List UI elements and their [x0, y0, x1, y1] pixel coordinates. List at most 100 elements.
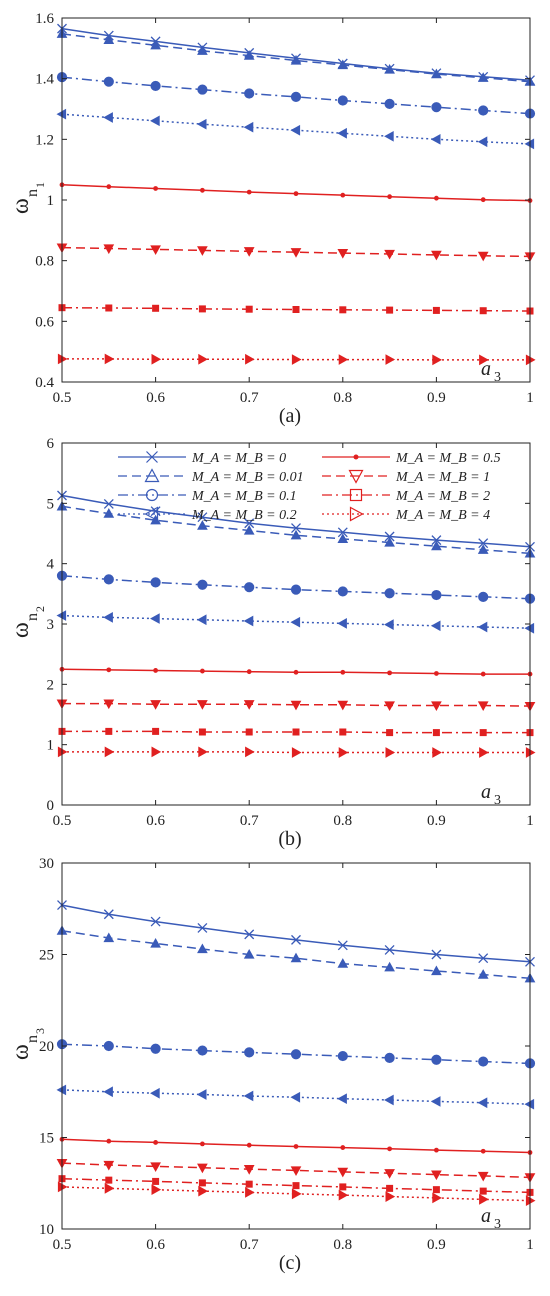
data-point [432, 1186, 440, 1194]
legend-item-3: M_A = M_B = 0.1 [118, 488, 297, 504]
data-point [290, 248, 302, 258]
data-point [197, 520, 208, 530]
data-point [103, 498, 114, 509]
series-1-1 [57, 23, 535, 86]
legend-item-1: M_A = M_B = 0 [118, 451, 286, 466]
data-point [153, 668, 159, 673]
data-point [246, 669, 252, 675]
data-point [106, 667, 112, 673]
series-line [61, 246, 531, 258]
data-point [150, 937, 161, 948]
panel-caption: (a) [279, 405, 301, 427]
data-point [196, 1089, 207, 1100]
data-point [290, 54, 302, 65]
x-axis-label-subscript: 3 [494, 370, 501, 385]
series-line [61, 1186, 531, 1202]
data-point [386, 729, 394, 737]
data-point [197, 512, 208, 523]
data-point [432, 747, 442, 758]
data-point [290, 1166, 302, 1176]
data-point [384, 961, 395, 972]
data-point [477, 1097, 488, 1109]
data-point [197, 246, 208, 256]
series-line [62, 751, 530, 754]
y-axis-label-symbol: ω [8, 198, 34, 214]
series-2-3 [56, 570, 536, 604]
data-point [198, 305, 206, 313]
data-point [197, 579, 208, 590]
data-point [431, 589, 442, 601]
y-tick-label: 4 [47, 557, 55, 573]
series-line [61, 1089, 531, 1105]
y-tick-label: 20 [39, 1039, 54, 1055]
data-point [197, 1163, 208, 1174]
panel-1: 0.5 0.6 0.7 0.8 0.9 10.40.60.811.21.41.6a 3ωn1… [8, 11, 536, 427]
data-point [150, 577, 161, 588]
data-point [479, 747, 489, 758]
data-point [478, 538, 489, 549]
series-2-4 [56, 610, 535, 634]
data-point [384, 1052, 395, 1063]
data-point [198, 353, 208, 365]
data-point [245, 746, 255, 758]
data-point [292, 728, 300, 736]
data-point [103, 1160, 115, 1171]
data-point [387, 670, 392, 676]
legend-swatch-marker [144, 506, 159, 522]
data-point [243, 50, 255, 60]
data-point [243, 524, 255, 535]
data-point [384, 98, 395, 109]
data-point [290, 700, 302, 711]
y-tick-label: 0.8 [35, 254, 54, 270]
data-point [477, 72, 489, 82]
data-point [290, 91, 302, 102]
series-3-5 [59, 1136, 533, 1155]
y-axis-label-subscript: n [24, 613, 41, 621]
data-point [385, 1191, 396, 1202]
y-tick-label: 0 [47, 798, 55, 814]
data-point [431, 1170, 442, 1181]
y-tick-label: 15 [39, 1131, 54, 1147]
x-tick-label: 0.8 [333, 390, 352, 406]
data-point [477, 621, 488, 633]
data-point [152, 727, 160, 735]
data-point [105, 1176, 113, 1184]
data-point [479, 354, 489, 366]
series-line [61, 614, 531, 629]
legend-label: M_A = M_B = 0 [191, 451, 286, 466]
series-line [61, 1162, 531, 1179]
y-tick-label: 25 [39, 948, 54, 964]
x-tick-label: 0.6 [146, 390, 165, 406]
data-point [291, 523, 301, 534]
data-point [290, 1049, 302, 1060]
legend-label: M_A = M_B = 0.01 [191, 470, 304, 485]
y-tick-label: 6 [47, 436, 55, 452]
data-point [290, 529, 302, 540]
data-point [337, 127, 347, 139]
y-tick-label: 1 [47, 193, 55, 209]
data-point [431, 949, 442, 960]
series-3-3 [56, 1039, 536, 1069]
x-tick-label: 1 [526, 813, 534, 829]
data-point [479, 1194, 489, 1205]
data-point [431, 1054, 442, 1065]
series-3-2 [56, 925, 536, 983]
data-point [337, 1167, 349, 1178]
legend-label: M_A = M_B = 0.2 [191, 508, 297, 523]
data-point [337, 1050, 348, 1062]
y-axis-label: ωn2 [8, 606, 47, 638]
data-point [434, 1147, 439, 1153]
data-point [291, 747, 302, 758]
data-point [337, 533, 349, 544]
legend-item-4: M_A = M_B = 0.2 [118, 506, 297, 523]
data-point [200, 1141, 205, 1147]
x-axis-label-subscript: 3 [494, 793, 501, 808]
x-tick-label: 0.9 [427, 813, 446, 829]
data-point [338, 747, 349, 758]
data-point [104, 746, 115, 758]
data-point [339, 306, 347, 314]
data-point [244, 88, 255, 99]
data-point [151, 353, 162, 365]
legend-label: M_A = M_B = 1 [395, 470, 490, 485]
